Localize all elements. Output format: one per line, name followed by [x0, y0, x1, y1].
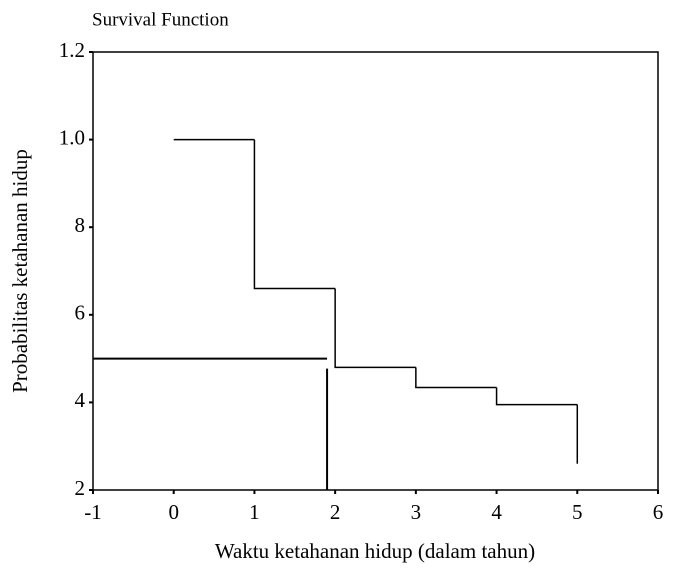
- y-tick-label: 1.2: [59, 38, 85, 62]
- plot-frame: [92, 51, 659, 491]
- x-axis-label: Waktu ketahanan hidup (dalam tahun): [215, 539, 535, 563]
- y-tick-label: 6: [75, 301, 86, 325]
- x-tick-label: -1: [84, 500, 102, 524]
- y-tick-label: 4: [75, 388, 86, 412]
- survival-step: [253, 139, 336, 290]
- y-tick-label: 2: [75, 476, 86, 500]
- x-tick-label: 3: [411, 500, 422, 524]
- x-tick-label: 6: [653, 500, 664, 524]
- y-tick-label: 8: [75, 213, 86, 237]
- x-tick-label: 0: [168, 500, 179, 524]
- survival-step: [495, 387, 578, 406]
- survival-step: [334, 288, 416, 369]
- chart-title: Survival Function: [92, 9, 229, 30]
- y-tick-label: 1.0: [59, 125, 85, 149]
- y-axis-label: Probabilitas ketahanan hidup: [8, 149, 32, 393]
- x-tick-label: 1: [249, 500, 260, 524]
- survival-step: [415, 367, 497, 389]
- x-tick-label: 2: [330, 500, 341, 524]
- x-tick-label: 5: [572, 500, 583, 524]
- x-tick-label: 4: [491, 500, 502, 524]
